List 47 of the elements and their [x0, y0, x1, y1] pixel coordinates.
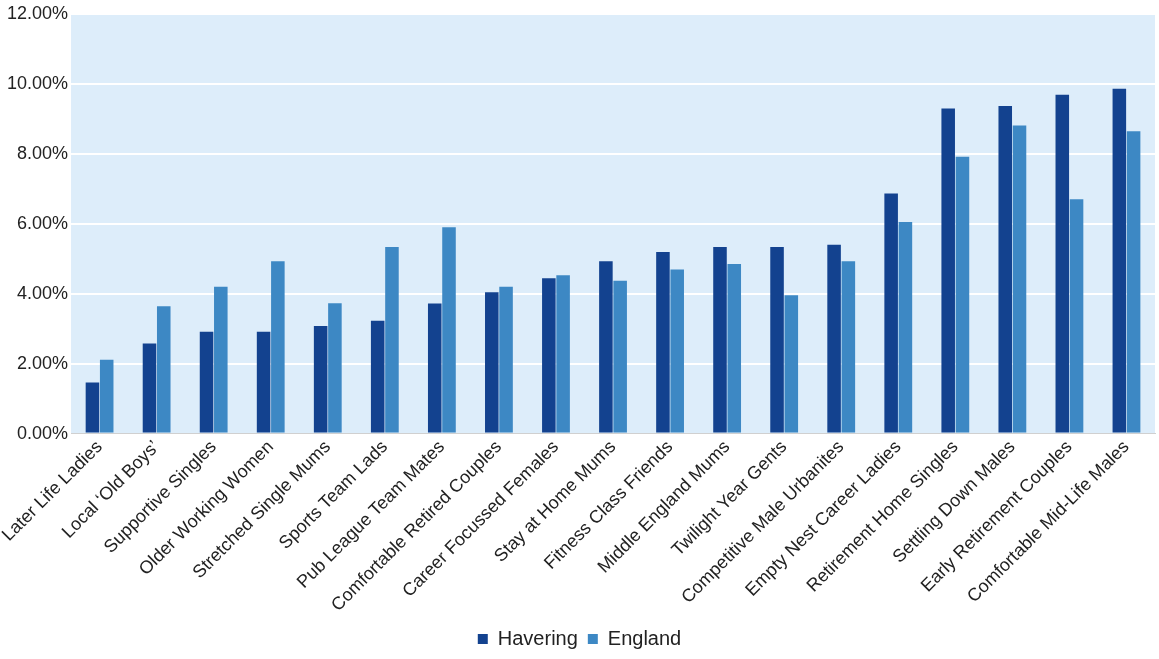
legend-label: England	[607, 626, 682, 649]
bar	[142, 343, 157, 433]
bar	[727, 264, 742, 433]
bar	[1055, 94, 1070, 433]
bar	[85, 382, 100, 433]
bar	[770, 246, 784, 433]
bar	[599, 261, 613, 433]
bar	[998, 105, 1013, 433]
y-tick-label: 2.00%	[17, 352, 69, 373]
y-tick-label: 6.00%	[17, 212, 69, 233]
bar	[713, 246, 727, 433]
bar	[827, 244, 841, 433]
bar	[884, 193, 898, 433]
bar	[499, 286, 513, 433]
y-tick-label: 12.00%	[6, 2, 69, 23]
bar	[313, 325, 328, 433]
bar	[271, 261, 285, 433]
bar	[670, 269, 684, 433]
bar	[556, 275, 570, 433]
y-tick-label: 0.00%	[17, 422, 69, 443]
bar	[442, 227, 456, 433]
bar	[613, 280, 627, 433]
bar	[784, 295, 799, 433]
bar	[898, 222, 913, 433]
bar	[941, 108, 955, 433]
bar	[656, 252, 670, 433]
bar	[99, 359, 114, 433]
bar	[542, 278, 556, 433]
bar	[427, 303, 442, 433]
bar	[1012, 125, 1027, 433]
y-tick-label: 10.00%	[6, 72, 69, 93]
bar	[328, 303, 342, 433]
bar	[156, 306, 171, 433]
y-tick-label: 4.00%	[17, 282, 69, 303]
bar	[1069, 199, 1084, 433]
bar	[256, 331, 271, 433]
bar	[1112, 88, 1127, 433]
legend-label: Havering	[497, 626, 578, 649]
bar	[485, 292, 499, 433]
bar	[955, 156, 970, 433]
y-tick-label: 8.00%	[17, 142, 69, 163]
bar	[199, 331, 214, 433]
bar	[1126, 131, 1141, 433]
bar	[370, 320, 385, 433]
bar	[385, 246, 399, 433]
bar	[841, 261, 856, 433]
bar	[214, 286, 228, 433]
